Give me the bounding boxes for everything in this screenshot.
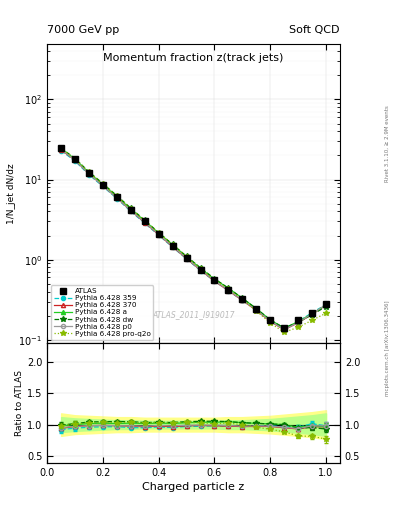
Text: ATLAS_2011_I919017: ATLAS_2011_I919017	[152, 310, 235, 319]
X-axis label: Charged particle z: Charged particle z	[142, 482, 245, 493]
Text: 7000 GeV pp: 7000 GeV pp	[47, 25, 119, 35]
Y-axis label: 1/N_jet dN/dz: 1/N_jet dN/dz	[7, 163, 16, 224]
Text: Momentum fraction z(track jets): Momentum fraction z(track jets)	[103, 53, 284, 62]
Text: Soft QCD: Soft QCD	[290, 25, 340, 35]
Legend: ATLAS, Pythia 6.428 359, Pythia 6.428 370, Pythia 6.428 a, Pythia 6.428 dw, Pyth: ATLAS, Pythia 6.428 359, Pythia 6.428 37…	[51, 285, 153, 340]
Y-axis label: Ratio to ATLAS: Ratio to ATLAS	[15, 370, 24, 436]
Text: Rivet 3.1.10, ≥ 2.9M events: Rivet 3.1.10, ≥ 2.9M events	[385, 105, 389, 182]
Text: mcplots.cern.ch [arXiv:1306.3436]: mcplots.cern.ch [arXiv:1306.3436]	[385, 301, 389, 396]
